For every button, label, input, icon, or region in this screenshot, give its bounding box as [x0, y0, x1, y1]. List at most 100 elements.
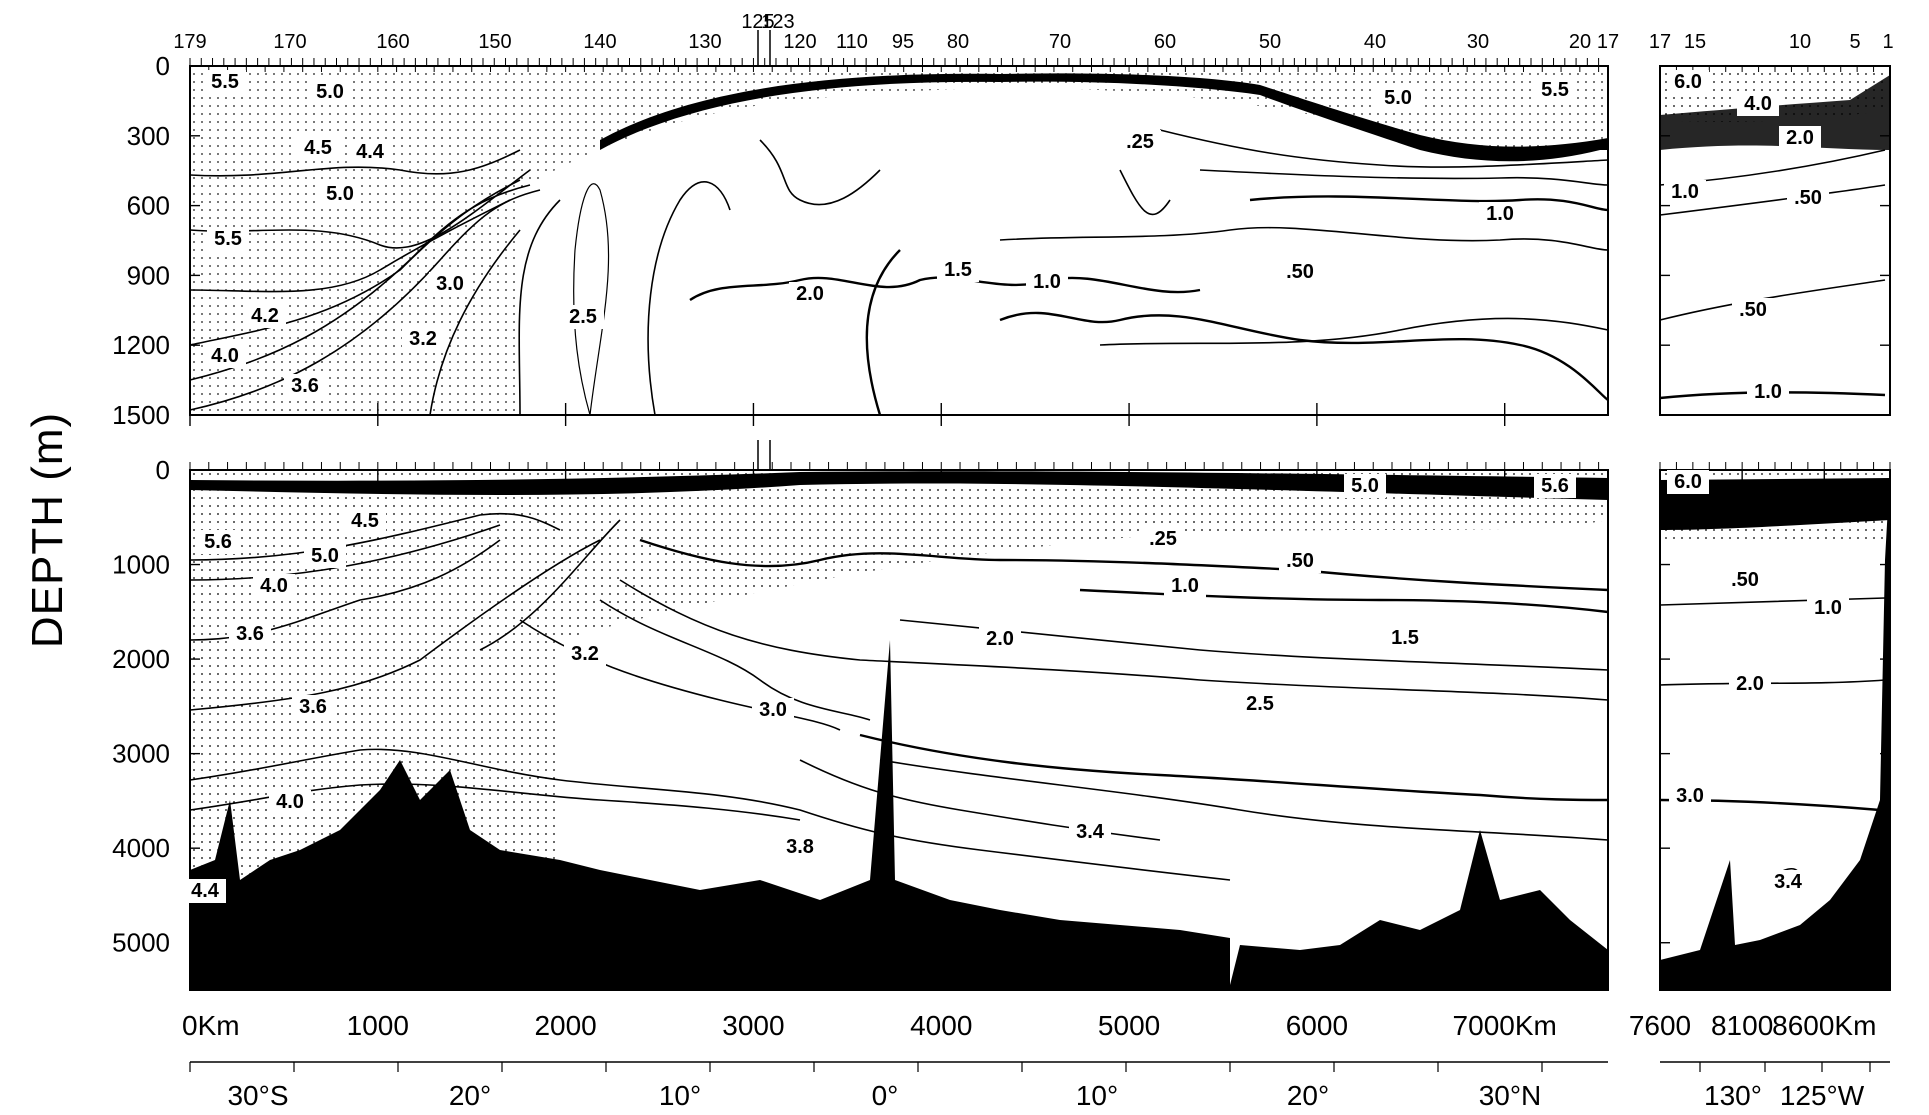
- station-number: 120: [783, 31, 816, 53]
- latitude-label: 10°: [659, 1080, 701, 1111]
- lower-contour-label-bg: [1142, 527, 1184, 551]
- upper-contour-label: 1.0: [1486, 203, 1514, 225]
- upper-side-contour-label-bg: [1747, 380, 1789, 404]
- upper-y-tick-label: 900: [127, 260, 170, 290]
- lower-side-contour-label: 3.0: [1676, 785, 1704, 807]
- y-axis-title-text: DEPTH (m): [23, 411, 72, 649]
- axis-ticks: [189, 30, 1891, 1072]
- upper-contour-label-bg: [1377, 86, 1419, 110]
- station-number: 110: [836, 31, 868, 53]
- upper-main-panel: [189, 65, 1609, 416]
- upper-contour-label: 1.5: [944, 259, 972, 281]
- upper-contour-label-bg: [1119, 130, 1161, 154]
- upper-contour-label: 5.5: [1541, 79, 1569, 101]
- station-number: 130: [688, 31, 721, 53]
- upper-contour-label: .50: [1286, 261, 1314, 283]
- upper-side-contour-label: 2.0: [1786, 127, 1814, 149]
- upper-contour-label-bg: [1279, 260, 1321, 284]
- side-station-number: 1: [1882, 31, 1893, 53]
- upper-contour-label: 4.2: [251, 305, 279, 327]
- lower-side-contour-label-bg: [1729, 672, 1771, 696]
- lower-contour-label: .50: [1286, 550, 1314, 572]
- latitude-label: 10°: [1076, 1080, 1118, 1111]
- station-number: 140: [583, 31, 616, 53]
- upper-y-tick-label: 0: [156, 51, 170, 81]
- upper-contour-label: 4.4: [356, 141, 385, 163]
- lower-contour-label: 5.6: [1541, 475, 1569, 497]
- lower-side-contour-label: 2.0: [1736, 673, 1764, 695]
- lower-side-contour-label: 6.0: [1674, 471, 1702, 493]
- upper-side-contour-label: .50: [1739, 299, 1767, 321]
- longitude-label: 130°: [1704, 1080, 1762, 1111]
- main-x-tick-label: 1000: [347, 1010, 409, 1041]
- upper-y-tick-label: 600: [127, 191, 170, 221]
- lower-contour-label-bg: [229, 622, 271, 646]
- upper-side-contour-label: 1.0: [1754, 381, 1782, 403]
- upper-side-contour-label-bg: [1664, 180, 1706, 204]
- lower-y-tick-label: 2000: [112, 644, 170, 674]
- station-number: 170: [273, 31, 306, 53]
- side-x-tick-label: 8600Km: [1772, 1010, 1876, 1041]
- lower-y-tick-label: 0: [156, 455, 170, 485]
- main-x-tick-label: 0Km: [182, 1010, 240, 1041]
- lower-contour-label-bg: [779, 835, 821, 859]
- station-number: 160: [376, 31, 409, 53]
- lower-contour-label-bg: [1534, 474, 1576, 498]
- upper-side-contour-label-bg: [1737, 92, 1779, 116]
- lower-side-contour-label-bg: [1724, 568, 1766, 592]
- lower-contour-lines: [189, 512, 1609, 881]
- station-number: 80: [947, 31, 969, 53]
- upper-contour-label-bg: [284, 374, 326, 398]
- lower-contour-label-bg: [752, 698, 794, 722]
- lower-contour-label: 3.8: [786, 836, 814, 858]
- lower-contour-label: 5.0: [311, 545, 339, 567]
- side-x-tick-label: 7600: [1629, 1010, 1691, 1041]
- upper-side-contour-label: 1.0: [1671, 181, 1699, 203]
- upper-y-tick-label: 1500: [112, 400, 170, 430]
- latitude-label: 0°: [872, 1080, 899, 1111]
- lower-contour-label: 2.5: [1246, 693, 1274, 715]
- upper-contour-label-bg: [297, 136, 339, 160]
- y-axis-title: DEPTH (m): [18, 400, 78, 660]
- lower-contour-label: 4.4: [191, 880, 220, 902]
- upper-contour-label-bg: [204, 344, 246, 368]
- upper-contour-label-bg: [789, 282, 831, 306]
- lower-contour-label: 3.6: [236, 623, 264, 645]
- lower-contour-label: 3.0: [759, 699, 787, 721]
- station-number: 30: [1467, 31, 1489, 53]
- lower-contour-label-bg: [184, 879, 226, 903]
- lower-contour-label-bg: [1384, 626, 1426, 650]
- main-x-tick-label: 3000: [722, 1010, 784, 1041]
- upper-dotted-region: [190, 66, 1608, 415]
- lower-contour-label-bg: [979, 627, 1021, 651]
- lower-side-contour-label-bg: [1667, 470, 1709, 494]
- upper-contour-label: 5.5: [214, 228, 242, 250]
- upper-side-contour-label: .50: [1794, 187, 1822, 209]
- latitude-label: 20°: [1287, 1080, 1329, 1111]
- lower-main-panel: [189, 469, 1609, 991]
- upper-y-tick-label: 1200: [112, 330, 170, 360]
- upper-thermocline-band: [600, 73, 1608, 162]
- side-station-number: 10: [1789, 31, 1811, 53]
- lower-thermocline-band: [190, 471, 1608, 500]
- upper-contour-label-bg: [1534, 78, 1576, 102]
- main-x-tick-label: 2000: [534, 1010, 596, 1041]
- bottom-topography: [190, 640, 1608, 990]
- lower-contour-label: 4.5: [351, 510, 379, 532]
- lower-contour-label: 4.0: [260, 575, 288, 597]
- lower-contour-label-bg: [1069, 820, 1111, 844]
- upper-side-contour-label-bg: [1667, 70, 1709, 94]
- upper-side-contour-label-bg: [1787, 186, 1829, 210]
- station-number: 60: [1154, 31, 1176, 53]
- upper-side-contour-label-bg: [1779, 126, 1821, 150]
- upper-contour-label: 3.6: [291, 375, 319, 397]
- upper-contour-label-bg: [244, 304, 286, 328]
- lower-contour-label-bg: [197, 530, 239, 554]
- lower-contour-label-bg: [564, 642, 606, 666]
- upper-contour-label: 2.5: [569, 306, 597, 328]
- latitude-label: 20°: [449, 1080, 491, 1111]
- station-number: 95: [892, 31, 914, 53]
- lower-contour-label: 2.0: [986, 628, 1014, 650]
- side-x-tick-label: 8100: [1711, 1010, 1773, 1041]
- station-number: 123: [761, 11, 794, 33]
